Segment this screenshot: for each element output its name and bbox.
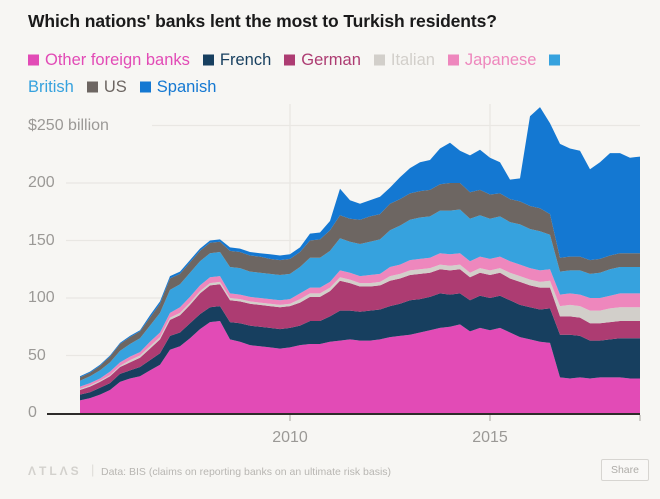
- area-british: [80, 209, 640, 387]
- legend-label: Italian: [390, 51, 435, 69]
- area-us: [80, 183, 640, 381]
- legend-label: Japanese: [464, 51, 537, 69]
- chart-legend: Other foreign banks French German Italian Ja…: [28, 47, 628, 101]
- legend-item-other-foreign-banks: Other foreign banks: [28, 51, 190, 69]
- legend-label: French: [219, 51, 272, 69]
- legend-label: Other foreign banks: [45, 51, 190, 69]
- x-axis-label-2010: 2010: [272, 429, 308, 446]
- legend-label: Spanish: [156, 78, 217, 96]
- legend-swatch-british: [549, 54, 561, 66]
- legend-swatch-spanish: [139, 81, 151, 93]
- y-axis-label-100: 100: [28, 289, 55, 306]
- area-french: [80, 293, 640, 401]
- footer-divider: |: [91, 462, 95, 477]
- page-title: Which nations' banks lent the most to Tu…: [28, 11, 497, 31]
- data-source: Data: BIS (claims on reporting banks on …: [101, 466, 392, 478]
- legend-label: British: [28, 78, 74, 96]
- legend-item-british: British: [28, 78, 74, 96]
- y-axis-label-150: 150: [28, 231, 55, 249]
- share-button[interactable]: Share: [600, 459, 649, 481]
- legend-row: Other foreign banks French German Italian Ja…: [28, 47, 628, 74]
- legend-swatch-other-foreign-banks: [28, 54, 39, 66]
- legend-label: US: [103, 78, 127, 96]
- legend-item-british: [549, 51, 566, 69]
- legend-item-japanese: Japanese: [447, 51, 537, 69]
- y-axis-label-0: 0: [28, 404, 37, 421]
- legend-item-us: US: [86, 78, 127, 96]
- legend-swatch-french: [202, 54, 214, 66]
- legend-item-german: German: [284, 51, 361, 69]
- legend-swatch-japanese: [447, 54, 459, 66]
- atlas-logo: ΛTLΛS: [28, 464, 82, 478]
- area-german: [80, 269, 640, 395]
- legend-swatch-german: [284, 54, 296, 66]
- legend-swatch-us: [86, 81, 98, 93]
- legend-swatch-italian: [373, 54, 385, 66]
- area-spanish: [80, 107, 640, 378]
- legend-item-french: French: [202, 51, 272, 69]
- legend-item-italian: Italian: [373, 51, 435, 69]
- legend-label: German: [301, 51, 361, 69]
- legend-row: British US Spanish: [28, 74, 628, 101]
- x-axis-label-2015: 2015: [472, 429, 508, 446]
- y-axis-unit-label: $250 billion: [28, 116, 109, 134]
- legend-item-spanish: Spanish: [139, 78, 217, 96]
- y-axis-label-50: 50: [28, 346, 46, 364]
- y-axis-label-200: 200: [28, 174, 55, 191]
- area-other-foreign-banks: [80, 321, 640, 413]
- area-japanese: [80, 253, 640, 389]
